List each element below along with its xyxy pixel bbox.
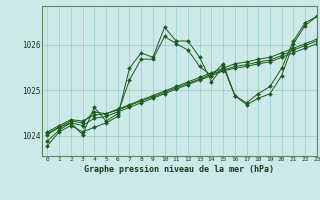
X-axis label: Graphe pression niveau de la mer (hPa): Graphe pression niveau de la mer (hPa) bbox=[84, 165, 274, 174]
